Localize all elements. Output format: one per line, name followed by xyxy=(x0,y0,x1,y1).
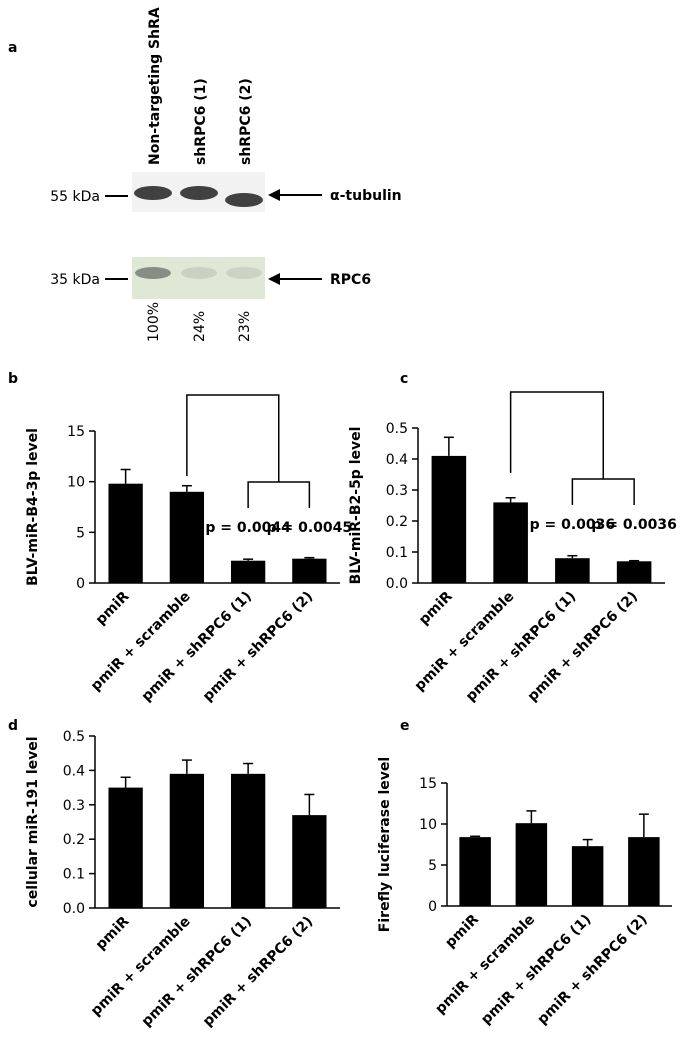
y-tick-label: 0.2 xyxy=(63,832,85,848)
bracket xyxy=(509,391,604,479)
x-tick-label: pmiR xyxy=(93,588,133,628)
bracket xyxy=(247,481,311,508)
y-tick-label: 0.1 xyxy=(63,867,85,883)
panel-label: e xyxy=(400,718,410,734)
bracket xyxy=(571,478,635,505)
arrowhead xyxy=(268,189,280,201)
x-tick-label: pmiR + shRPC6 (2) xyxy=(200,914,316,1030)
y-tick-label: 0.0 xyxy=(63,901,85,917)
y-tick-label: 5 xyxy=(428,858,437,874)
bar xyxy=(169,773,205,908)
y-tick-label: 5 xyxy=(76,525,85,541)
x-tick-label: pmiR + shRPC6 (2) xyxy=(534,912,650,1028)
y-tick-label: 0.2 xyxy=(386,514,408,530)
x-tick-label: pmiR + scramble xyxy=(432,912,538,1018)
bar xyxy=(628,837,660,906)
lane-label: shRPC6 (1) xyxy=(193,78,209,165)
x-tick-label: pmiR + shRPC6 (2) xyxy=(200,589,316,705)
protein-label: RPC6 xyxy=(330,272,371,288)
x-tick-label: pmiR xyxy=(416,588,456,628)
bar xyxy=(555,558,590,583)
rpc6-band xyxy=(226,267,262,279)
x-tick-label: pmiR + scramble xyxy=(88,589,194,695)
p-value: p = 0.0045 xyxy=(267,520,353,536)
bar xyxy=(292,815,327,908)
lane-label: shRPC6 (2) xyxy=(238,78,254,165)
y-tick-label: 15 xyxy=(419,776,437,792)
p-value: p = 0.0036 xyxy=(591,517,677,533)
y-tick-label: 10 xyxy=(419,817,437,833)
panel-label: b xyxy=(8,371,18,387)
y-tick-label: 0.1 xyxy=(386,545,408,561)
panel-label: d xyxy=(8,718,18,734)
y-tick-label: 10 xyxy=(67,475,85,491)
x-tick-label: pmiR + shRPC6 (1) xyxy=(139,914,255,1030)
y-tick-label: 0.0 xyxy=(386,576,408,592)
y-tick-label: 0.4 xyxy=(63,763,85,779)
y-axis-label: cellular miR-191 level xyxy=(25,736,41,907)
bar xyxy=(108,787,143,908)
y-tick-label: 0.3 xyxy=(63,798,85,814)
y-axis-label: BLV-miR-B4-3p level xyxy=(25,428,41,586)
quantification-label: 23% xyxy=(237,311,253,342)
bar xyxy=(459,837,491,906)
p-value: p = 0.0036 xyxy=(530,517,616,533)
quantification-label: 100% xyxy=(146,302,162,342)
panel-label: a xyxy=(8,40,17,56)
bar xyxy=(292,558,327,583)
bar xyxy=(169,491,205,583)
bar xyxy=(571,846,604,906)
x-tick-label: pmiR + shRPC6 (1) xyxy=(463,589,579,705)
x-tick-label: pmiR + shRPC6 (1) xyxy=(478,912,594,1028)
quantification-label: 24% xyxy=(192,311,208,342)
tubulin-band xyxy=(180,186,218,200)
protein-label: α-tubulin xyxy=(330,188,402,204)
tubulin-band xyxy=(134,186,172,200)
rpc6-band xyxy=(181,267,217,279)
marker-label: 35 kDa xyxy=(50,272,100,288)
rpc6-band xyxy=(135,267,171,279)
y-axis-label: BLV-miR-B2-5p level xyxy=(348,427,364,585)
y-tick-label: 0.4 xyxy=(386,452,408,468)
bar xyxy=(515,823,548,906)
y-tick-label: 15 xyxy=(67,424,85,440)
bar xyxy=(616,561,652,583)
x-tick-label: pmiR xyxy=(442,911,482,951)
marker-label: 55 kDa xyxy=(50,189,100,205)
y-tick-label: 0.3 xyxy=(386,483,408,499)
bracket xyxy=(186,394,280,482)
bar xyxy=(493,502,528,583)
lane-label: Non-targeting ShRA xyxy=(147,7,163,165)
x-tick-label: pmiR + shRPC6 (1) xyxy=(139,589,255,705)
tubulin-band xyxy=(225,193,263,207)
y-tick-label: 0 xyxy=(428,899,437,915)
bar xyxy=(431,455,467,583)
y-tick-label: 0.5 xyxy=(386,421,408,437)
y-axis-label: Firefly luciferase level xyxy=(377,757,393,932)
x-tick-label: pmiR + scramble xyxy=(88,914,194,1020)
y-tick-label: 0 xyxy=(76,576,85,592)
bar xyxy=(108,483,143,583)
y-tick-label: 0.5 xyxy=(63,729,85,745)
panel-label: c xyxy=(400,371,408,387)
bar xyxy=(230,560,266,583)
p-value: p = 0.0044 xyxy=(205,520,291,536)
x-tick-label: pmiR xyxy=(93,913,133,953)
x-tick-label: pmiR + shRPC6 (2) xyxy=(525,589,641,705)
arrowhead xyxy=(268,273,280,285)
bar xyxy=(230,773,266,908)
